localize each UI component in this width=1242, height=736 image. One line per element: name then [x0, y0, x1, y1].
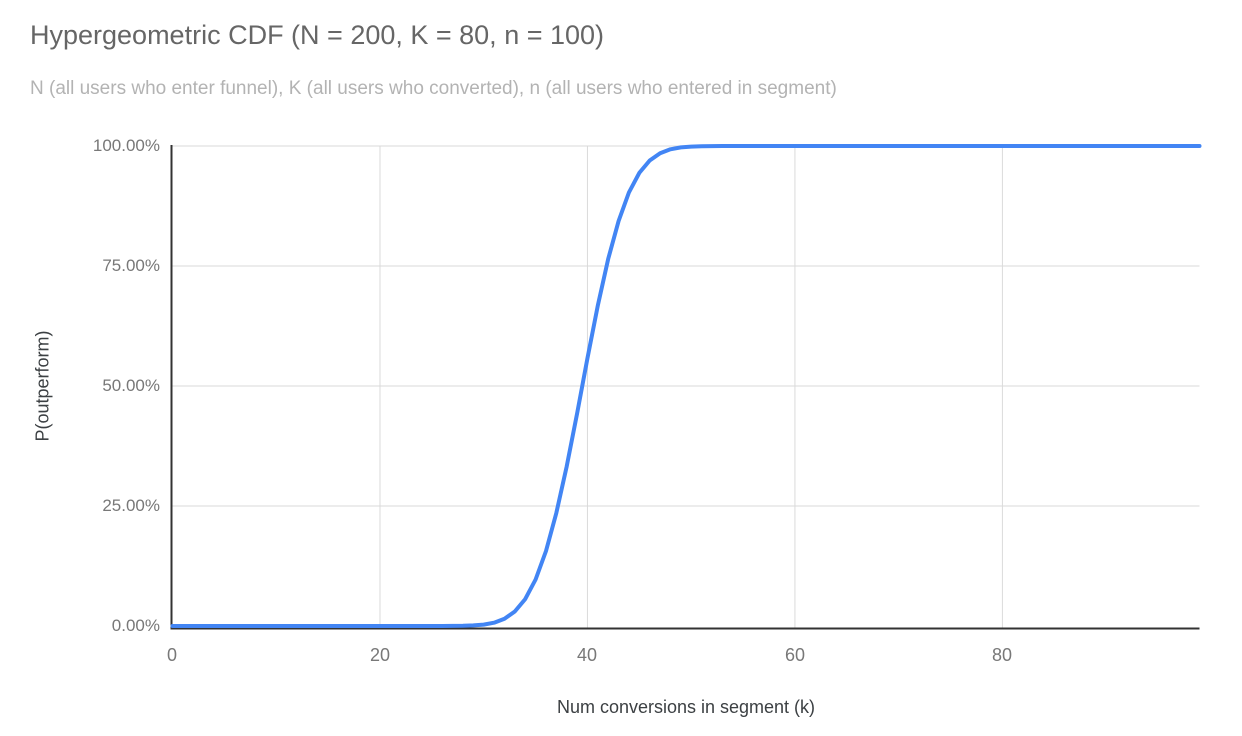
x-tick-label: 80 [991, 645, 1013, 665]
x-tick-label: 40 [576, 645, 598, 665]
y-tick-label: 25.00% [102, 496, 160, 515]
y-tick-label: 75.00% [102, 256, 160, 275]
chart-title: Hypergeometric CDF (N = 200, K = 80, n =… [30, 20, 605, 50]
cdf-curve [170, 144, 1202, 628]
y-tick-label: 0.00% [111, 616, 160, 635]
chart-subtitle: N (all users who enter funnel), K (all u… [30, 78, 837, 99]
y-axis-title: P(outperform) [32, 330, 53, 442]
x-tick-label: 0 [166, 645, 177, 665]
y-tick-label: 50.00% [102, 376, 160, 395]
x-tick-label: 60 [784, 645, 806, 665]
y-tick-label: 100.00% [92, 136, 160, 155]
x-tick-label: 20 [369, 645, 391, 665]
x-axis-title: Num conversions in segment (k) [556, 697, 816, 717]
